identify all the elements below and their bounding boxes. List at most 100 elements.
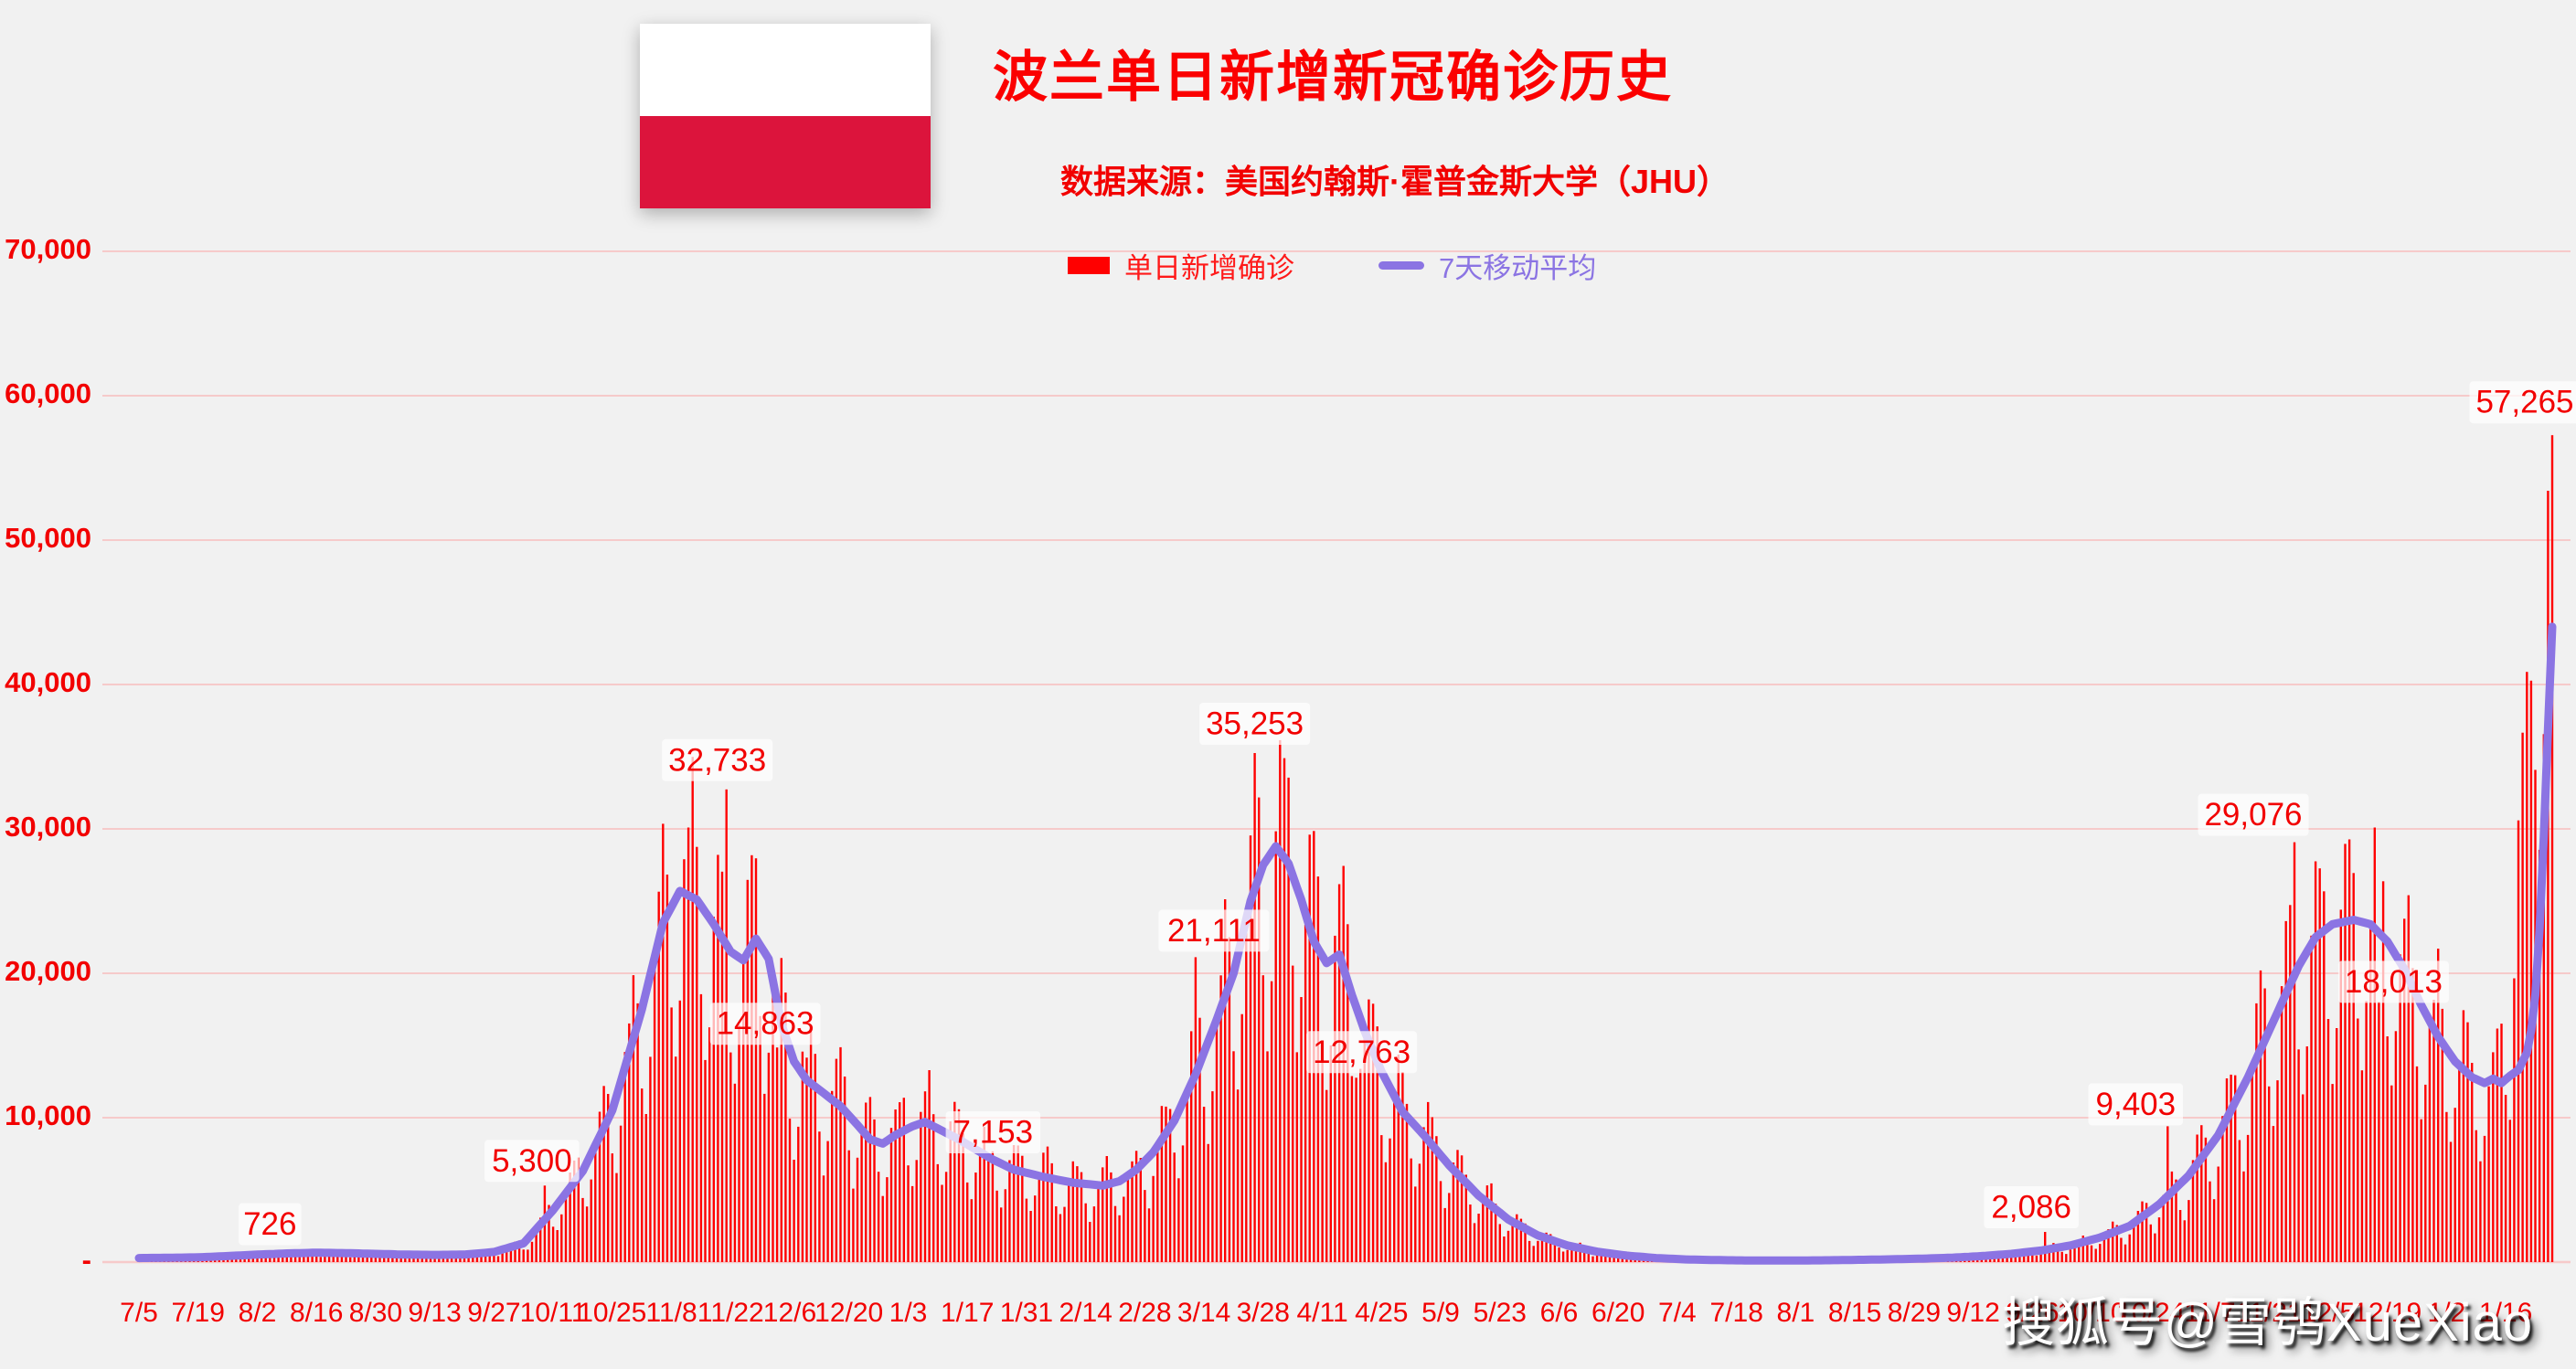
daily-bar (687, 827, 690, 1262)
daily-bar (2381, 881, 2385, 1262)
daily-bar (678, 1000, 681, 1262)
daily-bar (1368, 999, 1370, 1262)
daily-bar (2538, 849, 2541, 1262)
daily-bar (2550, 435, 2554, 1262)
moving-average-line-swatch-icon (1378, 260, 1424, 270)
annotation-box (1158, 909, 1270, 952)
daily-bar (793, 1160, 795, 1262)
daily-bar (1410, 1158, 1412, 1262)
daily-bar (2157, 1217, 2161, 1262)
daily-bar (285, 1256, 288, 1262)
daily-bar (2411, 968, 2414, 1262)
daily-bar (2073, 1243, 2076, 1262)
daily-bar (1000, 1207, 1003, 1262)
daily-bar (2014, 1253, 2017, 1262)
daily-bar (1494, 1204, 1497, 1262)
page-title: 波兰单日新增新冠确诊历史 (993, 47, 1673, 108)
daily-bar (1097, 1184, 1100, 1262)
daily-bar (353, 1256, 356, 1262)
daily-bar (433, 1257, 436, 1262)
daily-bar (1371, 1003, 1375, 1262)
daily-bar (754, 858, 758, 1262)
daily-bar (1617, 1257, 1620, 1262)
daily-bar (1177, 1178, 1180, 1262)
daily-bar (1389, 1138, 1391, 1262)
daily-bar (772, 984, 774, 1262)
daily-bar (2458, 1067, 2461, 1262)
daily-bar (839, 1046, 842, 1262)
daily-bar (1050, 1162, 1053, 1262)
daily-bar (886, 1177, 889, 1262)
daily-bar (2547, 491, 2549, 1262)
daily-bar (2471, 1063, 2474, 1262)
daily-bar (1071, 1161, 1074, 1262)
daily-bar (1427, 1101, 1430, 1262)
daily-bar (493, 1254, 495, 1262)
daily-bar (962, 1133, 964, 1262)
daily-bar (2394, 1031, 2398, 1262)
x-tick-label: 8/16 (290, 1298, 343, 1328)
y-tick-label: - (82, 1244, 91, 1276)
daily-bar (1566, 1249, 1569, 1262)
daily-bar (2200, 1125, 2203, 1262)
daily-bar (1118, 1215, 1121, 1262)
daily-bar (260, 1258, 263, 1262)
daily-bar (2344, 844, 2347, 1262)
daily-bar (2360, 1070, 2364, 1262)
daily-bar (1190, 1031, 1193, 1262)
daily-bar (1545, 1232, 1548, 1262)
daily-bar (1621, 1258, 1623, 1262)
daily-bar (2529, 680, 2533, 1262)
x-tick-label: 7/4 (1658, 1298, 1697, 1328)
annotation-box (1984, 1186, 2079, 1228)
daily-bar (780, 958, 782, 1262)
daily-bar (2432, 1000, 2435, 1262)
daily-bar (2521, 732, 2524, 1262)
daily-bar (691, 757, 694, 1262)
daily-bar (843, 1077, 846, 1262)
daily-bar (1583, 1247, 1586, 1262)
daily-bar (729, 1052, 732, 1262)
daily-bar (290, 1257, 293, 1262)
daily-bar (2178, 1210, 2182, 1262)
daily-bar (2513, 978, 2516, 1262)
daily-bar (775, 1047, 779, 1262)
x-tick-label: 9/26 (2006, 1298, 2059, 1328)
daily-bar (2136, 1211, 2140, 1262)
daily-bar (404, 1256, 407, 1262)
daily-bar (1347, 924, 1349, 1262)
daily-bar (704, 1059, 707, 1262)
x-tick-label: 8/2 (239, 1298, 277, 1328)
x-tick-label: 6/6 (1540, 1298, 1579, 1328)
daily-bar (2508, 1120, 2511, 1262)
daily-bar (856, 1157, 859, 1262)
daily-bar (1261, 975, 1264, 1262)
x-tick-label: 12/5 (2302, 1298, 2355, 1328)
annotation-box (2469, 381, 2576, 424)
daily-bar (1266, 1051, 1269, 1262)
daily-bar (438, 1258, 441, 1262)
daily-bar (2094, 1248, 2097, 1262)
daily-bar (1460, 1155, 1464, 1262)
daily-bar (1355, 1077, 1357, 1262)
daily-bar (1549, 1234, 1552, 1262)
daily-bar (1376, 1026, 1378, 1262)
daily-bar (941, 1184, 943, 1262)
daily-bar (797, 1126, 800, 1262)
legend-label-7day-average: 7天移动平均 (1439, 251, 1597, 284)
daily-bar (230, 1258, 233, 1262)
daily-bar (894, 1109, 897, 1262)
daily-bar (2145, 1203, 2148, 1262)
daily-bar (1228, 937, 1231, 1262)
daily-bar (2238, 1140, 2241, 1262)
seven-day-average-line (134, 622, 2557, 1265)
annotation-box (2337, 960, 2449, 1003)
daily-bar (1435, 1136, 1438, 1262)
daily-bar (657, 891, 660, 1262)
daily-bar (2357, 1018, 2359, 1262)
daily-bar (2102, 1234, 2106, 1262)
daily-bar (2454, 1108, 2456, 1262)
daily-bar (2035, 1255, 2038, 1262)
daily-bar (2217, 1166, 2219, 1262)
x-tick-label: 1/16 (2479, 1298, 2532, 1328)
